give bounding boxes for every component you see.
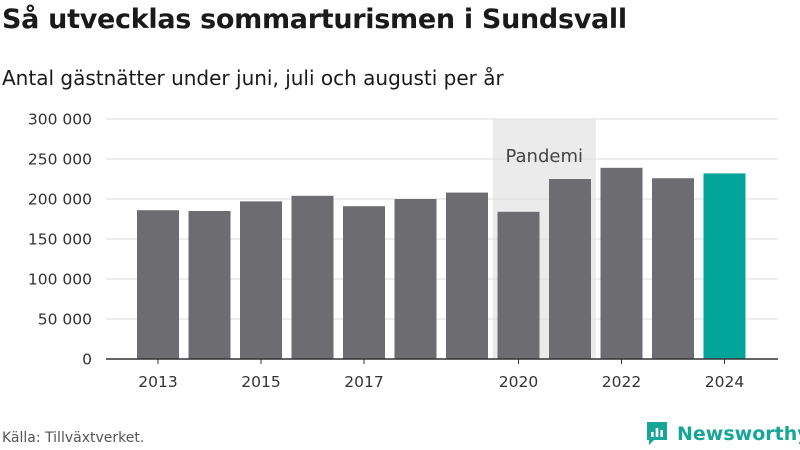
bar-2019 [446,192,488,359]
x-tick-label: 2020 [499,373,538,391]
brand-name: Newsworthy [677,423,800,445]
bar-2023 [652,178,694,359]
newsworthy-chat-icon [647,422,667,445]
bar-2013 [137,210,179,359]
chart-subtitle: Antal gästnätter under juni, juli och au… [2,66,504,90]
pandemic-label: Pandemi [505,146,583,167]
x-tick-label: 2013 [138,373,177,391]
source-note: Källa: Tillväxtverket. [2,430,145,446]
y-tick-label: 200 000 [28,191,92,209]
x-tick-label: 2022 [602,373,641,391]
y-tick-label: 150 000 [28,231,92,249]
x-tick-label: 2017 [344,373,383,391]
bar-2018 [394,199,437,359]
bar-2015 [240,201,282,359]
y-tick-label: 300 000 [28,111,92,129]
bar-2020 [497,211,540,359]
bar-2021 [549,179,591,359]
y-tick-label: 100 000 [28,271,92,289]
bar-2024 [703,173,746,359]
y-tick-label: 0 [82,351,92,369]
bar-2022 [600,167,643,359]
y-tick-label: 250 000 [28,151,92,169]
x-tick-label: 2024 [705,373,744,391]
chart-title: Så utvecklas sommarturismen i Sundsvall [2,4,627,35]
x-tick-label: 2015 [241,373,280,391]
newsworthy-logo: Newsworthy [645,420,800,448]
y-tick-label: 50 000 [38,311,92,329]
bar-2016 [291,195,334,359]
bar-2017 [343,206,385,359]
bar-2014 [188,211,231,359]
